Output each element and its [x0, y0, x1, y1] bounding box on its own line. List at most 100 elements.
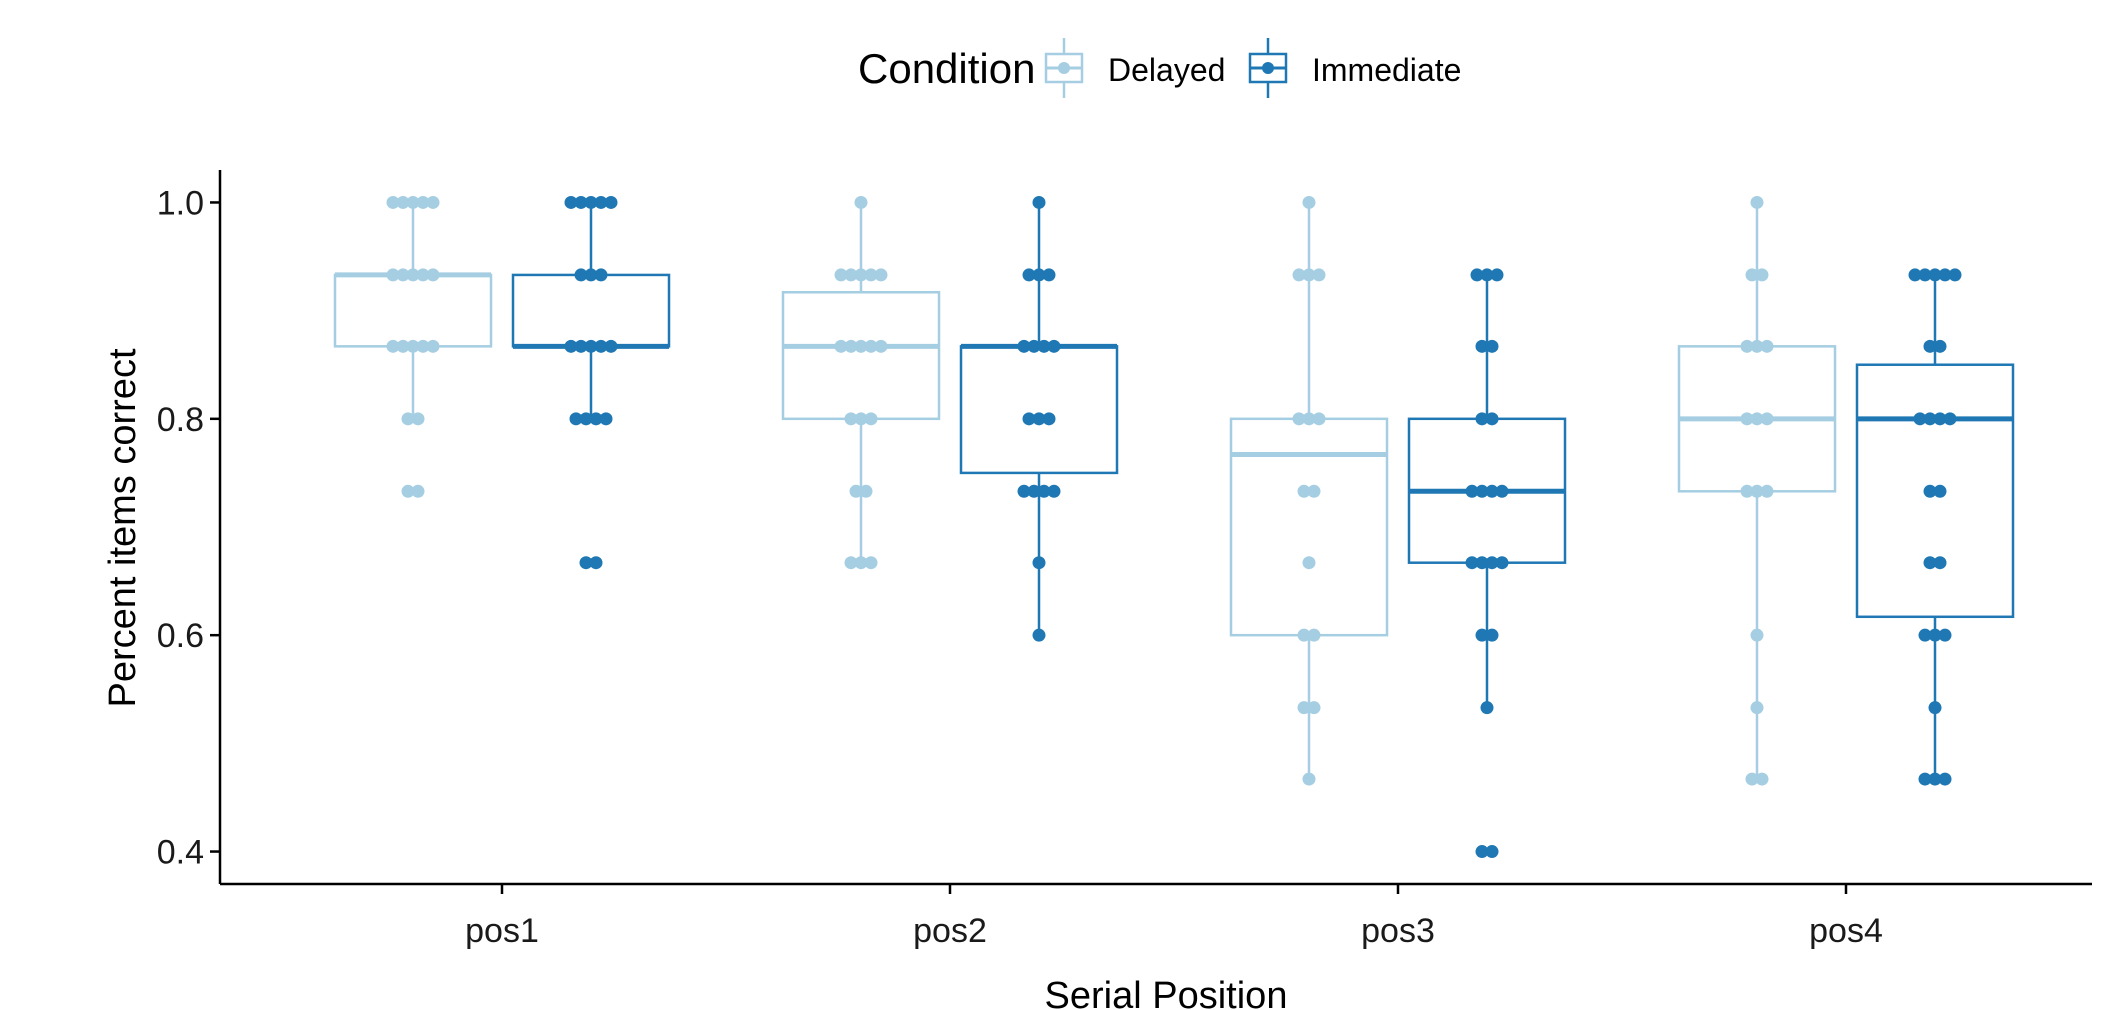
point-immediate-pos2 — [1032, 268, 1046, 282]
point-immediate-pos1 — [584, 339, 598, 353]
point-immediate-pos1 — [574, 195, 588, 209]
data-points — [386, 195, 1962, 859]
box-body — [511, 273, 671, 348]
point-delayed-pos2 — [844, 268, 858, 282]
point-delayed-pos3 — [1307, 628, 1321, 642]
point-delayed-pos3 — [1307, 701, 1321, 715]
point-delayed-pos3 — [1302, 772, 1316, 786]
point-immediate-pos4 — [1923, 556, 1937, 570]
point-delayed-pos2 — [844, 556, 858, 570]
point-immediate-pos4 — [1938, 628, 1952, 642]
legend-label-delayed: Delayed — [1108, 52, 1225, 88]
point-delayed-pos3 — [1302, 195, 1316, 209]
point-delayed-pos1 — [396, 339, 410, 353]
legend-key-point — [1262, 62, 1274, 74]
point-immediate-pos4 — [1933, 484, 1947, 498]
point-delayed-pos3 — [1307, 484, 1321, 498]
point-immediate-pos1 — [589, 556, 603, 570]
point-immediate-pos1 — [594, 268, 608, 282]
box-immediate-pos4 — [1855, 274, 2015, 780]
point-delayed-pos3 — [1297, 701, 1311, 715]
point-immediate-pos2 — [1047, 339, 1061, 353]
point-immediate-pos4 — [1923, 484, 1937, 498]
point-delayed-pos1 — [406, 339, 420, 353]
point-immediate-pos1 — [579, 412, 593, 426]
point-delayed-pos2 — [849, 484, 863, 498]
box-body — [1229, 417, 1389, 637]
point-delayed-pos1 — [411, 412, 425, 426]
point-immediate-pos2 — [1027, 484, 1041, 498]
point-immediate-pos2 — [1032, 195, 1046, 209]
point-immediate-pos3 — [1475, 556, 1489, 570]
point-delayed-pos2 — [854, 268, 868, 282]
y-axis-title: Percent items correct — [102, 348, 144, 707]
point-immediate-pos1 — [579, 556, 593, 570]
box-immediate-pos2 — [959, 202, 1119, 636]
point-delayed-pos4 — [1755, 772, 1769, 786]
point-immediate-pos3 — [1475, 845, 1489, 859]
point-immediate-pos1 — [599, 412, 613, 426]
point-delayed-pos1 — [386, 195, 400, 209]
legend-key-immediate — [1248, 38, 1288, 98]
point-immediate-pos3 — [1480, 268, 1494, 282]
point-delayed-pos3 — [1302, 268, 1316, 282]
point-immediate-pos2 — [1042, 268, 1056, 282]
point-delayed-pos2 — [834, 268, 848, 282]
point-delayed-pos1 — [406, 195, 420, 209]
point-immediate-pos1 — [569, 412, 583, 426]
point-immediate-pos2 — [1047, 484, 1061, 498]
y-tick-label-2: 0.8 — [157, 401, 204, 439]
legend: Condition Delayed Immediate — [858, 38, 1461, 98]
y-tick-label-0: 0.4 — [157, 834, 204, 872]
point-immediate-pos4 — [1918, 268, 1932, 282]
point-immediate-pos2 — [1027, 339, 1041, 353]
point-delayed-pos4 — [1750, 412, 1764, 426]
point-immediate-pos4 — [1928, 268, 1942, 282]
point-immediate-pos4 — [1913, 412, 1927, 426]
point-immediate-pos4 — [1908, 268, 1922, 282]
point-delayed-pos4 — [1750, 195, 1764, 209]
point-delayed-pos2 — [834, 339, 848, 353]
box-delayed-pos1 — [333, 202, 493, 419]
point-immediate-pos2 — [1022, 412, 1036, 426]
point-delayed-pos1 — [416, 268, 430, 282]
point-delayed-pos2 — [864, 412, 878, 426]
point-delayed-pos2 — [844, 339, 858, 353]
point-immediate-pos4 — [1938, 772, 1952, 786]
point-delayed-pos4 — [1760, 339, 1774, 353]
point-immediate-pos3 — [1485, 845, 1499, 859]
point-immediate-pos4 — [1943, 412, 1957, 426]
point-delayed-pos1 — [426, 339, 440, 353]
point-delayed-pos2 — [874, 268, 888, 282]
point-delayed-pos4 — [1745, 268, 1759, 282]
point-delayed-pos1 — [396, 268, 410, 282]
point-immediate-pos3 — [1485, 628, 1499, 642]
y-tick-label-3: 1.0 — [157, 184, 204, 222]
point-immediate-pos3 — [1465, 484, 1479, 498]
point-immediate-pos4 — [1923, 339, 1937, 353]
point-immediate-pos2 — [1042, 412, 1056, 426]
point-immediate-pos2 — [1032, 556, 1046, 570]
point-delayed-pos1 — [426, 195, 440, 209]
point-immediate-pos4 — [1933, 556, 1947, 570]
y-tick-label-1: 0.6 — [157, 617, 204, 655]
point-delayed-pos4 — [1740, 484, 1754, 498]
point-immediate-pos1 — [574, 268, 588, 282]
point-immediate-pos3 — [1485, 556, 1499, 570]
point-delayed-pos1 — [416, 339, 430, 353]
point-delayed-pos4 — [1750, 701, 1764, 715]
point-delayed-pos4 — [1760, 484, 1774, 498]
point-immediate-pos1 — [594, 339, 608, 353]
point-immediate-pos2 — [1037, 339, 1051, 353]
point-delayed-pos3 — [1312, 412, 1326, 426]
point-delayed-pos3 — [1302, 412, 1316, 426]
point-delayed-pos4 — [1755, 268, 1769, 282]
point-immediate-pos1 — [594, 195, 608, 209]
point-delayed-pos4 — [1750, 628, 1764, 642]
box-body — [781, 290, 941, 421]
point-delayed-pos1 — [411, 484, 425, 498]
point-immediate-pos4 — [1928, 628, 1942, 642]
point-immediate-pos2 — [1017, 484, 1031, 498]
point-immediate-pos1 — [584, 268, 598, 282]
